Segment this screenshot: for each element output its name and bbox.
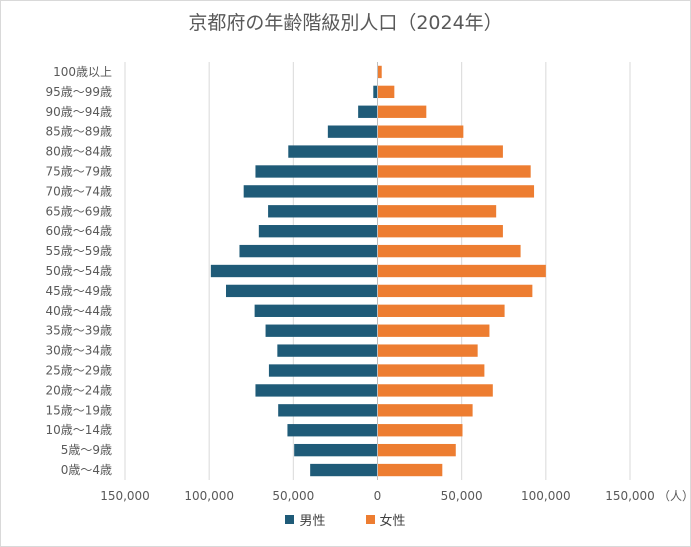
bar-male xyxy=(268,205,378,218)
bar-male xyxy=(327,125,378,138)
x-tick-label: 150,000 xyxy=(605,489,655,503)
legend-item-female: 女性 xyxy=(365,510,406,529)
bar-male xyxy=(243,185,378,198)
bar-male xyxy=(287,424,378,437)
legend-label-male: 男性 xyxy=(299,514,326,529)
legend: 男性 女性 xyxy=(0,510,691,529)
chart-title: 京都府の年齢階級別人口（2024年） xyxy=(188,12,503,34)
x-tick-label: 100,000 xyxy=(521,489,571,503)
category-label: 45歳〜49歳 xyxy=(45,284,112,298)
bar-female xyxy=(377,304,505,317)
category-label: 15歳〜19歳 xyxy=(45,403,112,417)
category-label: 25歳〜29歳 xyxy=(45,364,112,378)
category-label: 35歳〜39歳 xyxy=(45,324,112,338)
bar-female xyxy=(377,284,533,298)
bar-female xyxy=(377,344,478,357)
x-tick-label: 100,000 xyxy=(184,489,234,503)
category-label: 40歳〜44歳 xyxy=(45,304,112,318)
bar-female xyxy=(377,244,521,258)
category-label: 85歳〜89歳 xyxy=(45,125,112,139)
bar-female xyxy=(377,404,473,417)
x-tick-label: 50,000 xyxy=(272,489,314,503)
bar-male xyxy=(277,344,378,357)
bar-male xyxy=(288,145,378,158)
category-label: 80歳〜84歳 xyxy=(45,145,112,159)
bar-male xyxy=(278,404,378,417)
category-label: 90歳〜94歳 xyxy=(45,105,112,119)
category-label: 75歳〜79歳 xyxy=(45,164,112,178)
category-label: 65歳〜69歳 xyxy=(45,204,112,218)
bar-male xyxy=(268,364,378,377)
bar-female xyxy=(377,463,443,477)
bar-female xyxy=(377,264,546,278)
x-tick-label: 150,000 xyxy=(100,489,150,503)
category-label: 0歳〜4歳 xyxy=(61,463,112,477)
bar-female xyxy=(377,85,395,99)
bar-female xyxy=(377,384,493,397)
x-axis-unit-label: （人） xyxy=(658,489,691,503)
bar-male xyxy=(239,244,378,258)
category-label: 50歳〜54歳 xyxy=(45,264,112,278)
bar-male xyxy=(254,304,378,317)
category-label: 55歳〜59歳 xyxy=(45,244,112,258)
bar-male xyxy=(226,284,378,298)
bar-female xyxy=(377,225,503,238)
bar-male xyxy=(258,225,378,238)
category-label: 95歳〜99歳 xyxy=(45,85,112,99)
bar-female xyxy=(377,364,485,377)
bar-female xyxy=(377,65,382,79)
bar-female xyxy=(377,105,427,118)
bar-female xyxy=(377,324,490,337)
bar-male xyxy=(373,85,378,99)
bar-male xyxy=(294,443,378,457)
bar-female xyxy=(377,424,463,437)
category-label: 70歳〜74歳 xyxy=(45,184,112,198)
category-label: 60歳〜64歳 xyxy=(45,224,112,238)
x-tick-label: 50,000 xyxy=(441,489,483,503)
category-label: 5歳〜9歳 xyxy=(61,443,112,457)
bar-female xyxy=(377,145,503,158)
bar-female xyxy=(377,205,497,218)
legend-swatch-male xyxy=(285,515,295,524)
bar-female xyxy=(377,165,531,178)
legend-label-female: 女性 xyxy=(379,514,406,529)
bar-male xyxy=(310,463,378,477)
bar-male xyxy=(255,384,378,397)
category-label: 30歳〜34歳 xyxy=(45,344,112,358)
legend-swatch-female xyxy=(365,515,375,524)
bar-male xyxy=(210,264,378,278)
bar-female xyxy=(377,443,456,457)
legend-item-male: 男性 xyxy=(285,510,326,529)
bar-female xyxy=(377,185,535,198)
bar-male xyxy=(358,105,378,118)
category-label: 20歳〜24歳 xyxy=(45,383,112,397)
category-label: 100歳以上 xyxy=(53,65,112,79)
bar-male xyxy=(255,165,378,178)
x-tick-label: 0 xyxy=(374,489,382,503)
category-label: 10歳〜14歳 xyxy=(45,423,112,437)
bar-female xyxy=(377,125,464,138)
bar-male xyxy=(265,324,378,337)
